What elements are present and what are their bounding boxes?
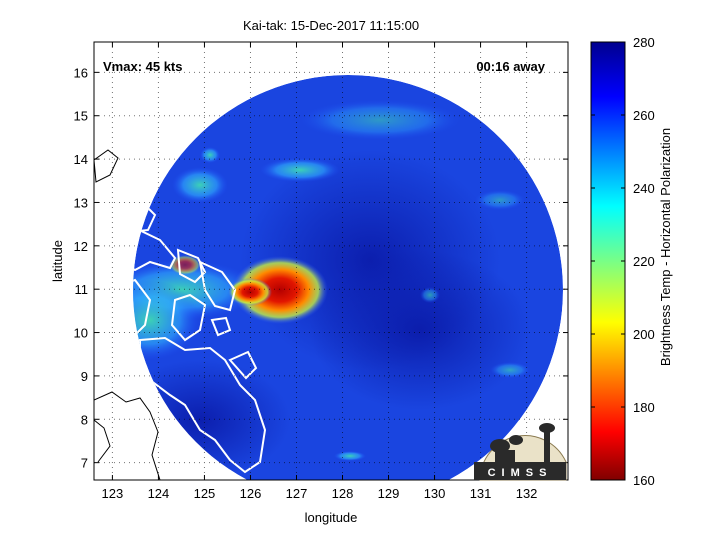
time-away-annotation: 00:16 away [476,59,545,74]
y-tick-label: 7 [81,456,88,471]
colorbar-tick-label: 200 [633,327,655,342]
cimss-logo-text: CIMSS [488,467,553,479]
y-tick-label: 16 [74,65,88,80]
x-tick-label: 126 [240,486,262,501]
vmax-annotation: Vmax: 45 kts [103,59,183,74]
x-tick-label: 127 [286,486,308,501]
y-tick-label: 14 [74,152,88,167]
chart-title: Kai-tak: 15-Dec-2017 11:15:00 [243,18,419,33]
x-tick-label: 130 [424,486,446,501]
x-tick-label: 123 [102,486,124,501]
y-tick-label: 8 [81,412,88,427]
plot-frame [93,41,569,481]
y-tick-label: 15 [74,109,88,124]
y-axis-title: latitude [50,240,65,282]
x-tick-label: 132 [516,486,538,501]
colorbar-tick-label: 240 [633,181,655,196]
colorbar-tick-label: 280 [633,35,655,50]
colorbar-tick-label: 180 [633,400,655,415]
colorbar [590,41,626,481]
colorbar-ticks: 160 180 200 220 240 260 280 [591,35,655,488]
y-tick-label: 10 [74,326,88,341]
colorbar-title: Brightness Temp - Horizontal Polarizatio… [658,128,673,366]
x-tick-label: 125 [194,486,216,501]
y-tick-label: 9 [81,369,88,384]
x-tick-label: 128 [332,486,354,501]
y-axis: 7 8 9 10 11 12 13 14 15 16 [74,65,568,471]
x-tick-label: 129 [378,486,400,501]
colorbar-tick-label: 260 [633,108,655,123]
y-tick-label: 12 [74,239,88,254]
colorbar-tick-label: 160 [633,473,655,488]
colorbar-tick-label: 220 [633,254,655,269]
y-tick-label: 11 [75,282,89,297]
cimss-logo: CIMSS [474,423,567,481]
x-axis-title: longitude [305,510,358,525]
x-tick-label: 124 [148,486,170,501]
cold-core [232,256,328,324]
x-tick-label: 131 [470,486,492,501]
x-axis: 123 124 125 126 127 128 129 130 131 132 [102,42,538,501]
y-tick-label: 13 [74,195,88,210]
gridlines [94,42,568,480]
